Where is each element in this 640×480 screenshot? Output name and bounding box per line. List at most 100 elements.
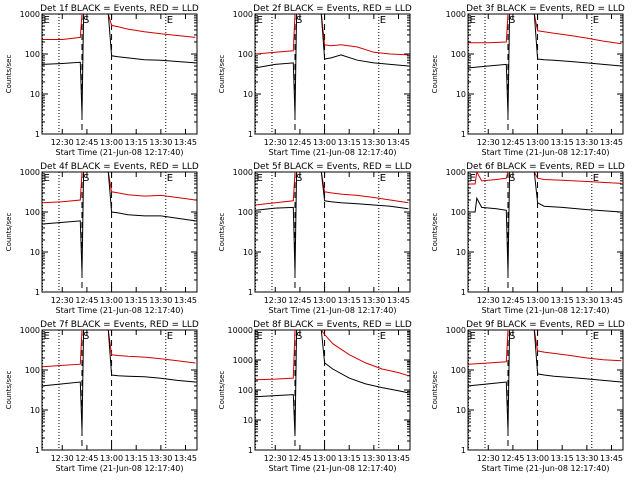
saa-marker-label: E <box>167 331 173 342</box>
x-tick-label: 13:30 <box>362 454 385 463</box>
y-tick-label: 1 <box>35 288 40 297</box>
y-tick-label: 10000 <box>228 326 253 335</box>
plot-frame <box>467 171 624 293</box>
x-tick-label: 13:00 <box>526 296 549 305</box>
y-tick-label: 100 <box>238 386 253 395</box>
saa-marker-label: S <box>83 15 89 26</box>
plot-frame <box>254 329 411 451</box>
saa-marker-label: E <box>257 15 263 26</box>
y-tick-label: 1000 <box>233 356 253 365</box>
y-tick-label: 10 <box>30 248 40 257</box>
saa-marker-label: E <box>380 15 386 26</box>
x-tick-label: 13:15 <box>338 454 361 463</box>
x-tick-label: 12:30 <box>264 138 287 147</box>
x-tick-label: 13:00 <box>526 138 549 147</box>
x-tick-label: 12:45 <box>501 454 524 463</box>
x-tick-label: 13:30 <box>149 138 172 147</box>
x-axis-label: Start Time (21-Jun-08 12:17:40) <box>482 464 610 473</box>
x-tick-label: 12:30 <box>264 454 287 463</box>
events-series-line <box>255 14 409 115</box>
detector-panel: Det 5f BLACK = Events, RED = LLD 1 10 100 10… <box>218 162 412 315</box>
detector-panel: Det 6f BLACK = Events, RED = LLD 1 10 100 10… <box>431 162 625 315</box>
panel-title: Det 8f BLACK = Events, RED = LLD <box>253 320 412 330</box>
x-tick-label: 13:00 <box>313 296 336 305</box>
saa-marker-label: E <box>44 331 50 342</box>
x-tick-label: 13:30 <box>362 138 385 147</box>
y-tick-label: 1000 <box>20 10 40 19</box>
saa-marker-label: E <box>44 15 50 26</box>
x-tick-label: 13:15 <box>551 454 574 463</box>
plot-frame <box>41 171 198 293</box>
y-tick-label: 10 <box>243 90 253 99</box>
y-tick-label: 100 <box>238 50 253 59</box>
y-axis-label: Counts/sec <box>5 55 13 94</box>
lld-series-line <box>255 330 409 381</box>
x-tick-label: 12:30 <box>477 454 500 463</box>
x-tick-label: 12:45 <box>288 296 311 305</box>
y-tick-label: 100 <box>25 208 40 217</box>
lld-series-line <box>255 172 409 206</box>
y-tick-label: 1 <box>461 288 466 297</box>
saa-marker-label: S <box>83 331 89 342</box>
x-tick-label: 12:30 <box>51 296 74 305</box>
y-tick-label: 1 <box>248 288 253 297</box>
y-tick-label: 1000 <box>20 168 40 177</box>
saa-marker-label: S <box>83 173 89 184</box>
y-tick-label: 10 <box>243 248 253 257</box>
x-tick-label: 13:00 <box>313 454 336 463</box>
events-series-line <box>42 172 196 273</box>
x-tick-label: 13:45 <box>174 138 197 147</box>
x-axis-label: Start Time (21-Jun-08 12:17:40) <box>482 306 610 315</box>
saa-marker-label: E <box>593 331 599 342</box>
y-tick-label: 1000 <box>446 168 466 177</box>
y-tick-label: 10 <box>456 90 466 99</box>
x-tick-label: 13:00 <box>313 138 336 147</box>
x-tick-label: 13:15 <box>125 454 148 463</box>
x-tick-label: 12:45 <box>288 454 311 463</box>
plot-frame <box>254 171 411 293</box>
saa-marker-label: S <box>509 331 515 342</box>
panel-title: Det 2f BLACK = Events, RED = LLD <box>253 4 412 14</box>
x-tick-label: 12:45 <box>288 138 311 147</box>
x-tick-label: 13:30 <box>149 296 172 305</box>
x-tick-label: 13:00 <box>526 454 549 463</box>
x-axis-label: Start Time (21-Jun-08 12:17:40) <box>269 464 397 473</box>
x-tick-label: 13:30 <box>149 454 172 463</box>
plot-frame <box>467 13 624 135</box>
y-tick-label: 1000 <box>446 326 466 335</box>
y-axis-label: Counts/sec <box>218 55 226 94</box>
y-axis-label: Counts/sec <box>218 213 226 252</box>
x-tick-label: 12:30 <box>264 296 287 305</box>
events-series-line <box>255 330 409 436</box>
x-tick-label: 13:15 <box>551 296 574 305</box>
panel-title: Det 9f BLACK = Events, RED = LLD <box>466 320 625 330</box>
y-tick-label: 100 <box>25 50 40 59</box>
x-tick-label: 13:45 <box>387 138 410 147</box>
y-tick-label: 10 <box>456 248 466 257</box>
x-tick-label: 13:45 <box>600 138 623 147</box>
saa-marker-label: S <box>509 173 515 184</box>
y-tick-label: 1000 <box>446 10 466 19</box>
lld-series-line <box>42 172 196 204</box>
y-axis-label: Counts/sec <box>431 213 439 252</box>
x-tick-label: 13:15 <box>125 138 148 147</box>
x-tick-label: 13:30 <box>575 454 598 463</box>
saa-marker-label: E <box>380 331 386 342</box>
events-series-line <box>42 14 196 115</box>
x-tick-label: 13:15 <box>338 296 361 305</box>
lld-series-line <box>468 14 622 45</box>
saa-marker-label: E <box>470 331 476 342</box>
x-tick-label: 13:30 <box>362 296 385 305</box>
plot-frame <box>467 329 624 451</box>
saa-marker-label: E <box>257 173 263 184</box>
y-axis-label: Counts/sec <box>5 213 13 252</box>
y-tick-label: 10 <box>243 416 253 425</box>
x-tick-label: 13:45 <box>600 296 623 305</box>
y-tick-label: 100 <box>451 208 466 217</box>
y-tick-label: 1000 <box>233 10 253 19</box>
y-tick-label: 1 <box>248 130 253 139</box>
saa-marker-label: E <box>44 173 50 184</box>
y-axis-label: Counts/sec <box>218 371 226 410</box>
y-axis-label: Counts/sec <box>431 55 439 94</box>
